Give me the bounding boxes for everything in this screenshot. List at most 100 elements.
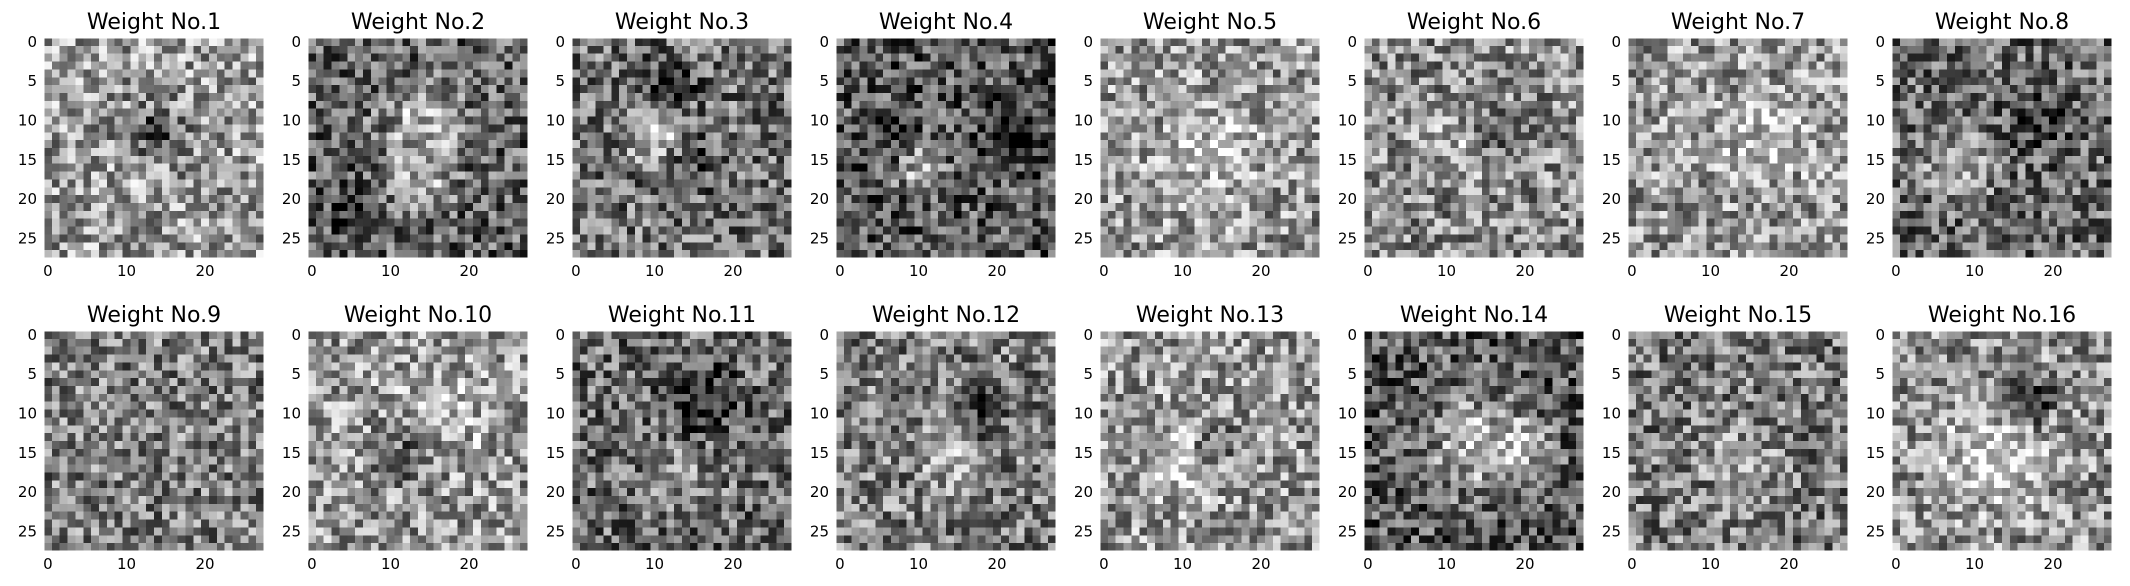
weight-pixel bbox=[1233, 93, 1242, 102]
weight-pixel bbox=[1131, 250, 1140, 259]
weight-pixel bbox=[480, 218, 490, 227]
weight-pixel bbox=[1217, 100, 1227, 110]
weight-pixel bbox=[836, 179, 845, 188]
weight-pixel bbox=[938, 250, 947, 259]
weight-pixel bbox=[425, 250, 435, 259]
weight-pixel bbox=[658, 171, 667, 180]
weight-pixel bbox=[418, 69, 427, 78]
weight-pixel bbox=[1387, 108, 1396, 117]
weight-pixel bbox=[1115, 203, 1124, 212]
weight-pixel bbox=[1481, 85, 1491, 94]
weight-pixel bbox=[1048, 61, 1057, 70]
weight-pixel bbox=[331, 69, 340, 78]
weight-pixel bbox=[1225, 132, 1234, 141]
weight-pixel bbox=[370, 210, 380, 220]
weight-pixel bbox=[1241, 163, 1250, 172]
weight-pixel bbox=[744, 116, 754, 125]
weight-pixel bbox=[1576, 100, 1585, 110]
weight-pixel bbox=[308, 187, 317, 196]
weight-pixel bbox=[169, 69, 178, 78]
weight-pixel bbox=[906, 155, 915, 165]
weight-pixel bbox=[130, 226, 139, 235]
weight-pixel bbox=[51, 116, 61, 125]
weight-pixel bbox=[323, 210, 332, 220]
weight-pixel bbox=[504, 61, 513, 70]
weight-pixel bbox=[1001, 226, 1010, 235]
weight-pixel bbox=[449, 163, 458, 172]
weight-pixel bbox=[1210, 93, 1219, 102]
weight-pixel bbox=[1568, 163, 1577, 172]
weight-pixel bbox=[193, 108, 202, 117]
weight-pixel bbox=[130, 132, 139, 141]
weight-pixel bbox=[713, 77, 722, 86]
weight-pixel bbox=[44, 242, 53, 251]
weight-pixel bbox=[1123, 100, 1132, 110]
weight-pixel bbox=[1411, 187, 1420, 196]
weight-pixel bbox=[1419, 179, 1428, 188]
weight-pixel bbox=[1272, 234, 1282, 243]
weight-pixel bbox=[1505, 179, 1514, 188]
y-tick-label: 10 bbox=[810, 112, 829, 130]
weight-pixel bbox=[114, 179, 123, 188]
weight-pixel bbox=[658, 226, 667, 235]
weight-pixel bbox=[1426, 108, 1436, 117]
weight-pixel bbox=[1560, 85, 1569, 94]
weight-pixel bbox=[1364, 155, 1373, 165]
weight-pixel bbox=[579, 210, 589, 220]
weight-pixel bbox=[402, 195, 411, 204]
weight-pixel bbox=[697, 116, 706, 125]
weight-pixel bbox=[1186, 100, 1195, 110]
weight-pixel bbox=[1024, 132, 1033, 141]
weight-pixel bbox=[1107, 93, 1117, 102]
weight-pixel bbox=[232, 38, 241, 47]
weight-pixel bbox=[370, 195, 380, 204]
weight-pixel bbox=[650, 140, 659, 149]
weight-pixel bbox=[308, 226, 317, 235]
weight-pixel bbox=[1419, 53, 1428, 62]
weight-pixel bbox=[1217, 140, 1227, 149]
weight-pixel bbox=[1225, 53, 1234, 62]
weight-pixel bbox=[1387, 226, 1396, 235]
weight-pixel bbox=[1225, 250, 1234, 259]
weight-pixel bbox=[658, 195, 667, 204]
weight-pixel bbox=[619, 132, 628, 141]
weight-pixel bbox=[784, 163, 793, 172]
weight-pixel bbox=[1155, 179, 1164, 188]
weight-pixel bbox=[650, 108, 659, 117]
weight-pixel bbox=[993, 210, 1002, 220]
weight-pixel bbox=[1040, 226, 1049, 235]
weight-pixel bbox=[705, 38, 714, 47]
weight-pixel bbox=[1505, 195, 1514, 204]
weight-pixel bbox=[752, 124, 761, 133]
weight-pixel bbox=[634, 210, 644, 220]
weight-pixel bbox=[1296, 148, 1305, 157]
weight-pixel bbox=[146, 242, 155, 251]
weight-pixel bbox=[744, 218, 754, 227]
weight-pixel bbox=[1233, 187, 1242, 196]
weight-pixel bbox=[193, 234, 202, 243]
weight-pixel bbox=[256, 45, 265, 55]
weight-pixel bbox=[1560, 155, 1569, 165]
weight-pixel bbox=[1170, 163, 1179, 172]
weight-pixel bbox=[1147, 100, 1156, 110]
weight-pixel bbox=[1265, 171, 1274, 180]
weight-pixel bbox=[1536, 226, 1546, 235]
weight-pixel bbox=[1529, 38, 1538, 47]
weight-pixel bbox=[410, 250, 419, 259]
weight-pixel bbox=[449, 171, 458, 180]
weight-pixel bbox=[1458, 163, 1467, 172]
weight-pixel bbox=[1217, 155, 1227, 165]
weight-pixel bbox=[496, 203, 505, 212]
weight-pixel bbox=[122, 187, 131, 196]
weight-pixel bbox=[75, 187, 84, 196]
weight-pixel bbox=[1560, 210, 1569, 220]
weight-pixel bbox=[1395, 187, 1404, 196]
weight-pixel bbox=[898, 195, 908, 204]
weight-pixel bbox=[146, 148, 155, 157]
weight-pixel bbox=[1761, 61, 1770, 70]
weight-pixel bbox=[1403, 93, 1412, 102]
weight-pixel bbox=[425, 195, 435, 204]
weight-pixel bbox=[201, 100, 210, 110]
weight-pixel bbox=[1170, 250, 1179, 259]
weight-pixel bbox=[938, 85, 947, 94]
